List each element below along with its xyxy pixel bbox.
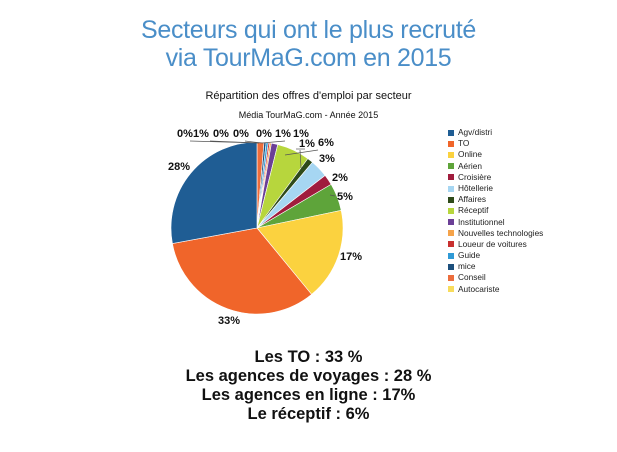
legend-swatch <box>448 140 454 147</box>
pie-label: 17% <box>340 251 362 263</box>
legend-item: Guide <box>448 250 543 261</box>
legend-swatch <box>448 241 454 248</box>
legend-item: Hôtellerie <box>448 183 543 194</box>
legend-label: Croisière <box>458 171 492 182</box>
pie-label: 0% <box>213 128 229 140</box>
leader-line <box>209 140 260 144</box>
pie-label: 5% <box>337 191 353 203</box>
legend-swatch <box>448 263 454 270</box>
legend-label: Nouvelles technologies <box>458 227 544 238</box>
legend-label: Agv/distri <box>458 127 493 137</box>
legend-label: mice <box>458 261 476 272</box>
pie-label: 0% <box>256 128 272 140</box>
legend-label: Autocariste <box>458 283 500 294</box>
legend-item: Online <box>448 149 543 160</box>
legend-swatch <box>448 196 454 203</box>
legend-label: Institutionnel <box>458 216 505 227</box>
legend-swatch <box>448 129 454 136</box>
legend-label: Affaires <box>458 194 486 205</box>
legend-swatch <box>448 275 454 282</box>
legend-label: Online <box>458 149 482 160</box>
legend-label: Loueur de voitures <box>458 238 527 249</box>
legend-swatch <box>448 185 454 192</box>
legend-swatch <box>448 252 454 259</box>
pie-label: 3% <box>319 153 335 165</box>
legend-item: mice <box>448 261 543 272</box>
legend-item: Nouvelles technologies <box>448 228 543 239</box>
legend-item: TO <box>448 138 543 149</box>
legend-swatch <box>448 230 454 237</box>
legend-item: Institutionnel <box>448 217 543 228</box>
pie-slices <box>170 141 344 315</box>
leader-line <box>244 140 263 144</box>
legend-item: Affaires <box>448 194 543 205</box>
pie-label: 1% <box>193 128 209 140</box>
legend-label: Hôtellerie <box>458 182 494 193</box>
leader-line <box>261 140 286 144</box>
pie-label: 0% <box>177 128 193 140</box>
summary-line-2: Les agences de voyages : 28 % <box>185 367 432 385</box>
legend-item: Agv/distri <box>448 127 543 138</box>
legend-swatch <box>448 174 454 181</box>
legend-label: Aérien <box>458 160 482 171</box>
pie-label: 6% <box>318 137 334 149</box>
pie-label: 1% <box>299 138 315 150</box>
pie-label: 2% <box>332 172 348 184</box>
headline-title: Secteurs qui ont le plus recruté via Tou… <box>0 16 617 72</box>
summary-block: Les TO : 33 % Les agences de voyages : 2… <box>0 348 617 424</box>
legend-swatch <box>448 151 454 158</box>
legend-swatch <box>448 163 454 170</box>
legend-swatch <box>448 219 454 226</box>
legend-item: Croisière <box>448 172 543 183</box>
pie-slice <box>256 210 344 295</box>
headline-line-1: Secteurs qui ont le plus recruté <box>140 16 477 44</box>
legend-item: Loueur de voitures <box>448 239 543 250</box>
legend-item: Conseil <box>448 272 543 283</box>
leader-line <box>299 149 302 169</box>
chart-title: Répartition des offres d'emploi par sect… <box>205 90 412 102</box>
pie-labels: 28%33%17%5%2%3%1% 6%1%1%0%0%0%1%0% <box>168 128 362 327</box>
pie-label: 33% <box>218 315 240 327</box>
summary-line-1: Les TO : 33 % <box>254 348 363 366</box>
legend-label: Conseil <box>458 272 486 283</box>
summary-line-4: Le réceptif : 6% <box>247 405 370 423</box>
legend-item: Réceptif <box>448 205 543 216</box>
legend-item: Aérien <box>448 161 543 172</box>
pie-label: 1% <box>275 128 291 140</box>
pie-slice <box>172 227 313 315</box>
chart-subtitle: Média TourMaG.com - Année 2015 <box>238 110 379 120</box>
headline-line-2: via TourMaG.com en 2015 <box>165 44 452 72</box>
pie-label: 28% <box>168 161 190 173</box>
leader-line <box>284 149 319 156</box>
legend-swatch <box>448 286 454 293</box>
legend-item: Autocariste <box>448 284 543 295</box>
legend-label: TO <box>458 138 470 149</box>
pie-label: 0% <box>233 128 249 140</box>
chart-legend: Agv/distri TO Online Aérien Croisière Hôtelle… <box>448 127 543 295</box>
pie-slice <box>170 141 258 244</box>
leader-line <box>329 194 336 197</box>
legend-swatch <box>448 207 454 214</box>
legend-label: Guide <box>458 250 481 261</box>
summary-line-3: Les agences en ligne : 17% <box>201 386 416 404</box>
legend-label: Réceptif <box>458 205 489 216</box>
pie-label: 1% <box>293 128 309 140</box>
